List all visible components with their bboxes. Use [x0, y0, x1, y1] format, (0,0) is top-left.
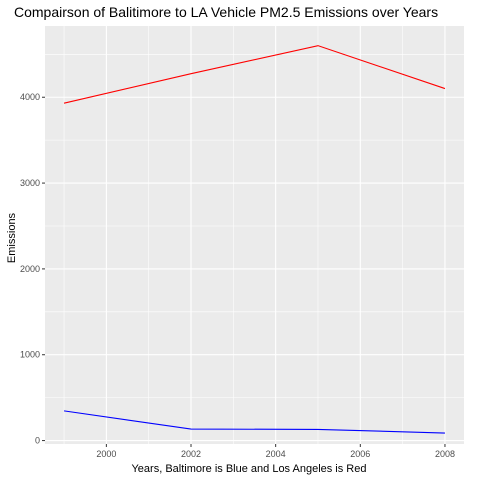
x-axis-label: Years, Baltimore is Blue and Los Angeles…	[131, 463, 366, 475]
x-tick-label: 2004	[266, 449, 286, 459]
series-lines	[63, 45, 446, 434]
y-tick-label: 0	[35, 436, 40, 446]
y-tick-label: 1000	[20, 350, 40, 360]
y-tick-label: 3000	[20, 178, 40, 188]
plot-panel	[45, 26, 464, 444]
y-axis-ticks: 0 1000 2000 3000 4000	[20, 92, 45, 446]
chart-title: Compairson of Balitimore to LA Vehicle P…	[14, 4, 438, 20]
y-tick-label: 2000	[20, 264, 40, 274]
y-tick-label: 4000	[20, 92, 40, 102]
x-tick-label: 2006	[350, 449, 370, 459]
x-tick-label: 2008	[435, 449, 455, 459]
minor-gridlines	[45, 26, 464, 444]
x-tick-label: 2002	[181, 449, 201, 459]
series-line-2	[63, 410, 445, 434]
y-axis-label: Emissions	[6, 212, 18, 263]
major-gridlines	[45, 26, 464, 444]
x-axis-ticks: 2000 2002 2004 2006 2008	[96, 444, 455, 459]
x-tick-label: 2000	[96, 449, 116, 459]
series-line-1	[63, 45, 446, 104]
